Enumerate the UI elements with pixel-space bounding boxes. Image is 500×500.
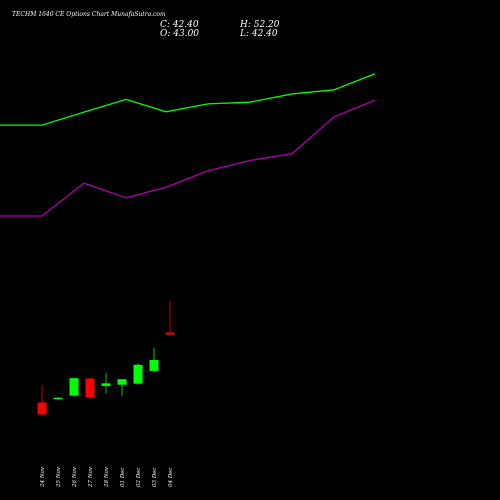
x-tick-label: 02 Dec — [136, 468, 142, 488]
candle-body — [69, 378, 79, 396]
x-axis-labels: 24 Nov 25 Nov 26 Nov 27 Nov 28 Nov 01 Dec 02 D… — [40, 466, 174, 488]
candle-02-dec — [133, 363, 143, 385]
x-tick-label: 24 Nov — [40, 466, 46, 488]
lower-band-line — [0, 99, 376, 217]
candle-body — [149, 360, 159, 371]
x-tick-label: 26 Nov — [72, 466, 78, 488]
x-tick-label: 01 Dec — [120, 468, 126, 488]
high-value: H: 52.20 — [240, 20, 280, 30]
candle-03-dec — [149, 348, 159, 372]
indicator-lines — [0, 73, 376, 217]
candle-body — [133, 364, 143, 384]
candle-body — [165, 332, 175, 335]
candle-body — [53, 397, 63, 400]
candle-01-dec — [117, 379, 127, 396]
candle-body — [85, 378, 95, 398]
x-tick-label: 03 Dec — [152, 468, 158, 488]
candle-25-nov — [53, 397, 63, 400]
close-value: C: 42.40 — [160, 20, 199, 30]
open-value: O: 43.00 — [160, 29, 200, 39]
candle-body — [37, 402, 47, 415]
candle-04-dec — [165, 301, 175, 335]
candle-27-nov — [85, 377, 95, 399]
low-value: L: 42.40 — [240, 29, 278, 39]
upper-band-line — [0, 73, 376, 126]
candle-24-nov — [37, 385, 47, 415]
candle-26-nov — [69, 377, 79, 397]
candle-body — [117, 379, 127, 385]
candle-28-nov — [101, 372, 111, 394]
candle-body — [101, 383, 111, 387]
chart-title: TECHM 1640 CE Options Chart MunafaSutra.… — [12, 11, 166, 18]
x-tick-label: 28 Nov — [104, 466, 110, 488]
x-tick-label: 27 Nov — [88, 466, 94, 488]
x-tick-label: 04 Dec — [168, 468, 174, 488]
x-tick-label: 25 Nov — [56, 466, 62, 488]
candles — [37, 301, 175, 415]
